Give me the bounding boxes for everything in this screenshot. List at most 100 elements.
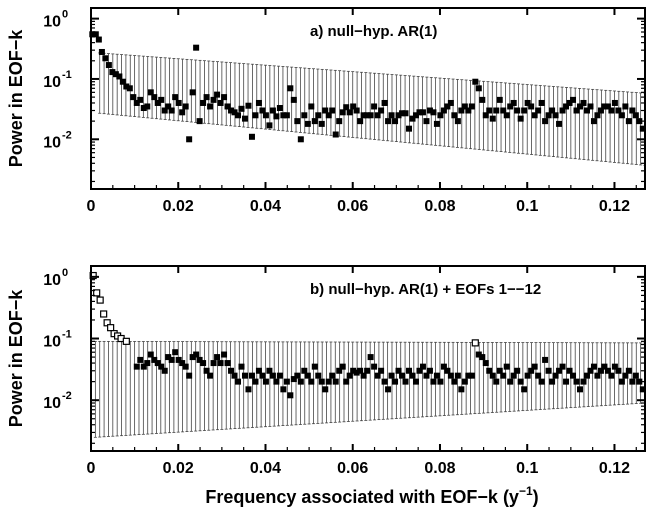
data-point — [496, 367, 503, 374]
data-point — [353, 369, 360, 376]
open-data-points — [89, 271, 479, 347]
data-point — [311, 363, 318, 370]
data-point — [639, 386, 646, 393]
data-point — [161, 367, 168, 374]
data-point — [388, 372, 395, 379]
data-point — [437, 112, 444, 119]
x-tick-label: 0.06 — [337, 198, 368, 215]
data-point — [297, 378, 304, 385]
x-axis-label-main: Frequency associated with EOF−k (y — [205, 487, 519, 507]
data-point — [524, 372, 531, 379]
data-point — [381, 378, 388, 385]
data-point — [461, 103, 468, 110]
x-tick-label: 0.04 — [250, 198, 281, 215]
data-point — [461, 378, 468, 385]
data-point — [590, 118, 597, 125]
data-point — [475, 85, 482, 92]
data-point — [545, 367, 552, 374]
open-data-point — [96, 296, 104, 304]
data-point — [594, 372, 601, 379]
data-point — [559, 363, 566, 370]
data-point — [322, 386, 329, 393]
data-point — [482, 112, 489, 119]
data-point — [158, 363, 165, 370]
data-point — [172, 94, 179, 101]
data-point — [109, 69, 116, 76]
data-point — [182, 103, 189, 110]
data-point — [636, 118, 643, 125]
data-point — [552, 112, 559, 119]
data-point — [168, 107, 175, 114]
data-point — [95, 36, 102, 43]
x-tick-label: 0.04 — [250, 460, 281, 477]
data-point — [632, 112, 639, 119]
data-point — [189, 354, 196, 361]
data-point — [140, 363, 147, 370]
data-point — [189, 89, 196, 96]
data-point — [315, 372, 322, 379]
data-point — [92, 31, 99, 38]
data-point — [147, 89, 154, 96]
data-point — [235, 378, 242, 385]
data-point — [419, 109, 426, 116]
data-point — [301, 367, 308, 374]
y-tick-label: 10 — [43, 74, 61, 91]
data-point — [447, 372, 454, 379]
data-point — [276, 105, 283, 112]
x-axis-label-suffix: ) — [533, 487, 539, 507]
y-axis-label: Power in EOF−k — [6, 289, 26, 428]
data-point — [350, 367, 357, 374]
x-tick-label: 0 — [87, 460, 96, 477]
data-point — [339, 109, 346, 116]
data-point — [175, 99, 182, 106]
data-point — [179, 360, 186, 367]
data-point — [597, 367, 604, 374]
data-point — [140, 105, 147, 112]
data-point — [545, 112, 552, 119]
data-point — [556, 367, 563, 374]
data-point — [217, 99, 224, 106]
y-tick-exponent: 0 — [62, 9, 68, 21]
data-point — [409, 115, 416, 122]
data-point — [290, 96, 297, 103]
data-point — [549, 107, 556, 114]
data-point — [618, 112, 625, 119]
data-point — [154, 99, 161, 106]
data-point — [158, 96, 165, 103]
data-point — [465, 372, 472, 379]
x-tick-label: 0.12 — [599, 198, 630, 215]
data-point — [625, 367, 632, 374]
data-point — [374, 372, 381, 379]
data-point — [392, 118, 399, 125]
data-point — [210, 96, 217, 103]
x-tick-label: 0 — [87, 198, 96, 215]
data-point — [221, 94, 228, 101]
data-points — [133, 349, 646, 399]
data-point — [318, 120, 325, 127]
data-point — [154, 360, 161, 367]
data-point — [549, 378, 556, 385]
data-point — [332, 378, 339, 385]
data-point — [217, 360, 224, 367]
data-point — [597, 107, 604, 114]
x-axis-label: Frequency associated with EOF−k (y−1) — [205, 484, 538, 507]
data-point — [207, 372, 214, 379]
data-point — [608, 107, 615, 114]
data-point — [273, 378, 280, 385]
data-point — [350, 103, 357, 110]
data-point — [409, 372, 416, 379]
data-point — [290, 376, 297, 383]
x-tick-label: 0.02 — [163, 198, 194, 215]
data-point — [556, 120, 563, 127]
data-point — [266, 367, 273, 374]
data-point — [269, 372, 276, 379]
data-point — [615, 367, 622, 374]
data-point — [629, 107, 636, 114]
data-point — [280, 112, 287, 119]
y-tick-exponent: 0 — [62, 267, 68, 279]
data-point — [482, 360, 489, 367]
data-point — [343, 104, 350, 111]
panel-title: b) null−hyp. AR(1) + EOFs 1−−12 — [310, 281, 541, 298]
data-point — [440, 363, 447, 370]
